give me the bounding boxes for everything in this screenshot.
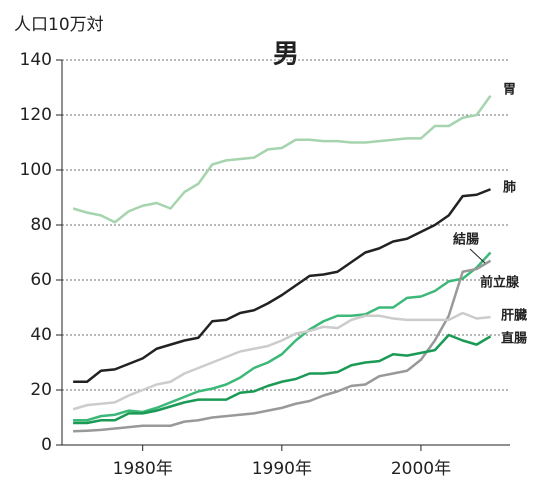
y-tick-label: 20: [30, 380, 52, 400]
legend-label: 結腸: [453, 232, 479, 248]
series-line: [72, 95, 492, 224]
series-line: [73, 259, 492, 433]
series-line: [73, 333, 492, 425]
y-tick-label: 40: [30, 325, 52, 345]
x-tick-label: 1990年: [252, 459, 312, 478]
series-line: [72, 311, 491, 411]
y-tick-label: 60: [30, 270, 52, 290]
y-tick-label: 140: [20, 50, 52, 70]
y-axis-label: 人口10万対: [14, 15, 104, 35]
legend-label: 肺: [503, 180, 516, 196]
leader-line: [469, 248, 486, 264]
y-tick-label: 80: [30, 215, 52, 235]
series-line: [73, 251, 492, 422]
legend-label: 肝臓: [501, 308, 527, 324]
x-tick-label: 1980年: [113, 459, 173, 478]
y-tick-label: 120: [20, 105, 52, 125]
chart-title: 男: [273, 40, 299, 70]
legend-label: 直腸: [501, 331, 527, 347]
y-tick-label: 100: [20, 160, 52, 180]
y-tick-label: 0: [41, 435, 52, 455]
legend-label: 胃: [503, 83, 516, 98]
legend-label: 前立腺: [480, 275, 520, 291]
series-line: [73, 188, 491, 383]
x-tick-label: 2000年: [391, 459, 451, 478]
